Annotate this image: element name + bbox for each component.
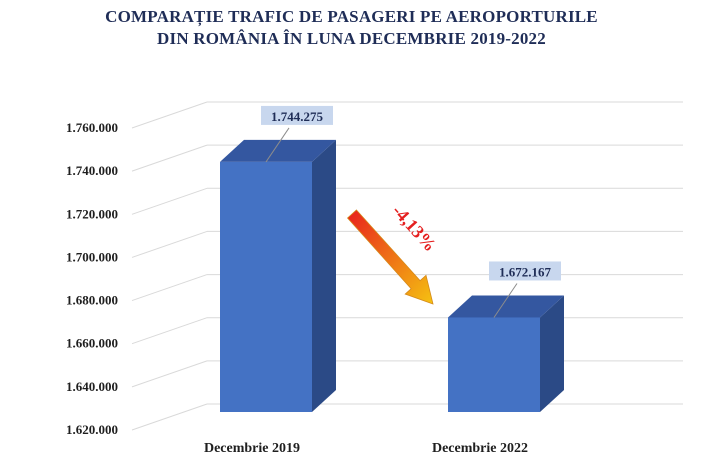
- bar: [448, 295, 564, 412]
- y-axis-ticks: 1.620.000 1.640.000 1.660.000 1.680.000 1.70…: [66, 120, 118, 437]
- data-label: 1.672.167: [499, 264, 552, 279]
- gridline-side: [131, 274, 208, 302]
- bar-front: [448, 317, 540, 412]
- bar-side: [540, 295, 564, 412]
- bars: 1.744.275 1.672.167: [220, 105, 564, 412]
- data-label: 1.744.275: [271, 109, 324, 124]
- gridlines: [131, 101, 683, 431]
- y-tick-label: 1.700.000: [66, 249, 118, 264]
- gridline-side: [131, 187, 208, 215]
- y-tick-label: 1.680.000: [66, 293, 118, 308]
- y-tick-label: 1.660.000: [66, 336, 118, 351]
- x-category-label: Decembrie 2022: [432, 441, 528, 456]
- change-arrow-shape: [346, 209, 434, 305]
- data-label-bg: [261, 105, 333, 125]
- gridline-side: [131, 144, 208, 172]
- y-tick-label: 1.640.000: [66, 379, 118, 394]
- y-tick-label: 1.620.000: [66, 422, 118, 437]
- y-tick-label: 1.760.000: [66, 120, 118, 135]
- bar-top: [448, 295, 564, 318]
- bar-top: [220, 139, 336, 162]
- data-label-leader: [493, 283, 518, 318]
- change-arrow: -4,13%: [346, 201, 440, 305]
- x-category-label: Decembrie 2019: [204, 441, 300, 456]
- bar: [220, 139, 336, 412]
- gridline-side: [131, 230, 208, 258]
- gridline-side: [131, 317, 208, 345]
- y-tick-label: 1.720.000: [66, 206, 118, 221]
- chart-title-line-2: DIN ROMÂNIA ÎN LUNA DECEMBRIE 2019-2022: [157, 29, 546, 48]
- y-tick-label: 1.740.000: [66, 163, 118, 178]
- gridline-side: [131, 360, 208, 388]
- x-axis-categories: Decembrie 2019 Decembrie 2022: [204, 441, 528, 456]
- bar-front: [220, 161, 312, 412]
- data-label-leader: [265, 127, 290, 163]
- bar-side: [312, 139, 336, 412]
- chart-title-line-1: COMPARAȚIE TRAFIC DE PASAGERI PE AEROPOR…: [105, 7, 598, 26]
- change-percentage: -4,13%: [388, 201, 440, 256]
- chart-title: COMPARAȚIE TRAFIC DE PASAGERI PE AEROPOR…: [0, 6, 703, 50]
- data-label-bg: [489, 261, 561, 281]
- gridline-side: [131, 101, 208, 129]
- gridline-side: [131, 403, 208, 431]
